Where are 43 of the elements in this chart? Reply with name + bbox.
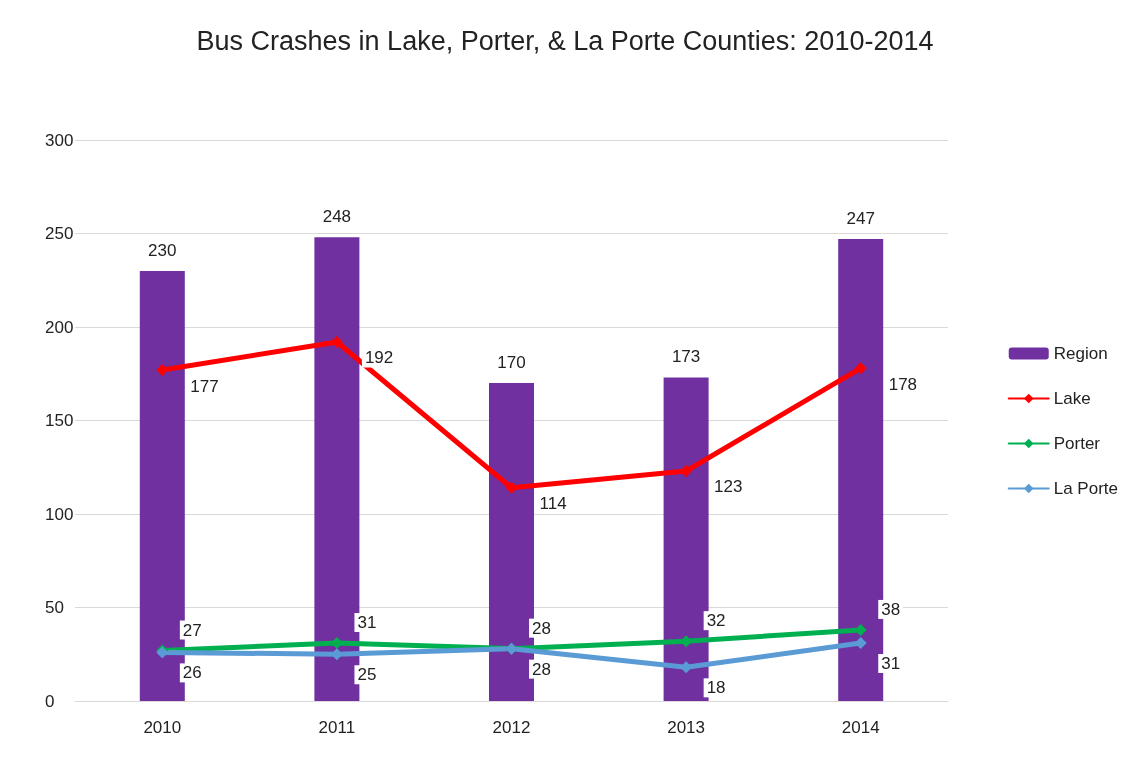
y-tick-label: 250: [45, 224, 74, 243]
bar: [139, 270, 185, 701]
data-label: 25: [357, 665, 377, 685]
data-label: 31: [357, 613, 377, 633]
data-label: 28: [532, 659, 551, 679]
data-label: 114: [539, 494, 567, 514]
legend-label: Porter: [1053, 434, 1101, 453]
x-tick-label: 2010: [143, 718, 182, 737]
data-label: 26: [182, 663, 202, 683]
x-tick-label: 2012: [492, 718, 531, 737]
data-label: 177: [190, 376, 219, 396]
legend-label: La Porte: [1053, 479, 1118, 498]
chart-title: Bus Crashes in Lake, Porter, & La Porte Counties: 2010-2014: [196, 25, 934, 56]
data-label: 123: [714, 477, 743, 497]
data-label: 173: [671, 347, 701, 367]
bar: [314, 237, 360, 701]
y-tick-label: 300: [45, 130, 74, 150]
point: [854, 362, 867, 375]
x-tick-label: 2013: [667, 718, 706, 737]
data-label: 247: [846, 209, 875, 229]
data-label: 248: [322, 207, 352, 227]
data-label: 27: [182, 620, 202, 640]
x-tick-label: 2014: [841, 718, 880, 737]
legend-label: Lake: [1053, 389, 1091, 408]
bar: [663, 377, 709, 701]
data-label: 178: [888, 374, 918, 394]
data-label: 28: [532, 618, 551, 638]
bar: [838, 239, 884, 701]
data-label: 38: [881, 599, 901, 619]
x-tick-label: 2011: [318, 718, 356, 737]
data-label: 32: [706, 611, 726, 631]
y-tick-label: 50: [45, 598, 64, 617]
data-label: 230: [148, 240, 177, 260]
legend-label: Region: [1053, 344, 1108, 363]
y-tick-label: 150: [45, 411, 74, 430]
y-tick-label: 200: [45, 317, 74, 337]
y-tick-label: 100: [45, 504, 74, 524]
data-label: 31: [881, 654, 901, 674]
y-tick-label: 0: [45, 691, 55, 711]
data-label: 18: [706, 678, 726, 698]
data-label: 192: [364, 348, 394, 368]
bar: [489, 383, 534, 701]
data-label: 170: [497, 353, 526, 373]
